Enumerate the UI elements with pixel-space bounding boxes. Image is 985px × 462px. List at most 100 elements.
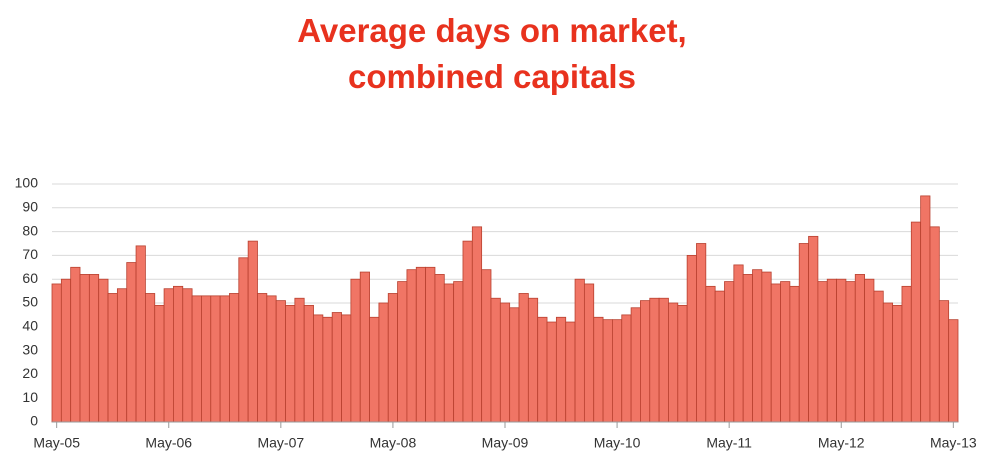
bar [798,243,809,423]
bar [742,274,753,423]
bar [285,304,296,423]
bar [266,295,277,423]
x-tick-label: May-12 [818,435,865,451]
bar [425,266,436,423]
bar [135,245,146,423]
x-tick-label: May-05 [33,435,80,451]
bar [789,285,800,423]
bar [191,295,202,423]
bar [98,278,109,423]
bar [341,314,352,423]
bar [583,283,595,423]
x-tick-label: May-06 [145,435,192,451]
bar [79,274,90,423]
bar [210,295,221,423]
y-tick-label: 50 [22,294,38,310]
bar [359,271,370,423]
bar [948,319,959,423]
bar [537,316,548,423]
bar [229,293,240,423]
bar [126,262,137,423]
bar [752,269,763,423]
bar [313,314,324,423]
bar [696,243,707,423]
bar [770,283,781,423]
x-tick-label: May-13 [930,435,977,451]
bar [247,240,258,423]
bar [621,314,632,423]
bar [612,319,623,423]
chart-title: Average days on market, combined capital… [297,12,687,95]
y-tick-label: 0 [30,413,38,429]
bar [677,304,688,423]
x-tick-label: May-10 [594,435,641,451]
bar [826,278,837,423]
y-tick-label: 90 [22,199,38,215]
x-tick-label: May-09 [482,435,529,451]
bar [565,321,576,423]
bar [322,316,333,423]
bar [257,293,268,423]
bar [882,302,894,423]
bar [854,274,865,423]
x-tick-label: May-07 [257,435,304,451]
bar [938,300,950,423]
bar [387,293,398,423]
bar [864,278,875,423]
bar [434,274,445,423]
bar [724,281,735,423]
bar [705,285,716,423]
bar [70,266,81,423]
bar [836,278,847,423]
bar [173,285,184,423]
bar [527,297,539,423]
bar [910,221,922,423]
bar [369,316,380,423]
y-tick-label: 100 [15,175,39,191]
bar [817,281,828,423]
bar [51,283,62,423]
y-tick-label: 70 [22,246,38,262]
bar [107,293,118,423]
bar [658,297,669,423]
y-tick-label: 60 [22,270,38,286]
y-tick-label: 40 [22,318,38,334]
bar [901,285,912,423]
bar [471,226,483,423]
bar [873,290,884,423]
bar [163,288,174,423]
bar [406,269,417,423]
bar [490,297,501,423]
bar [509,307,520,423]
bar [378,302,389,423]
bar [397,281,408,423]
bar [294,297,305,423]
bar [350,278,361,423]
bar [182,288,193,423]
bar [116,288,128,423]
bar [145,293,156,423]
bar [219,295,230,423]
bar [415,266,427,423]
bar [555,316,567,423]
bar [686,254,697,423]
bar [481,269,492,423]
bar [733,264,744,423]
bar [649,297,660,423]
bar [602,319,613,423]
bar [88,274,100,423]
bar [518,293,529,423]
bar [640,300,651,423]
bar [892,304,903,423]
y-tick-label: 80 [22,222,38,238]
x-tick-label: May-11 [706,435,752,451]
bar [201,295,212,423]
bar [453,281,464,423]
bar [303,304,314,423]
bar [60,278,72,423]
y-tick-label: 20 [22,365,38,381]
bar [630,307,641,423]
bar [593,316,604,423]
bar [780,281,791,423]
